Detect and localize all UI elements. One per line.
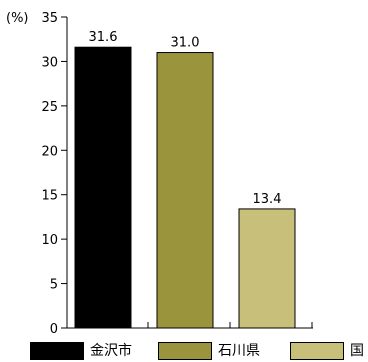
legend-label: 石川県 bbox=[218, 343, 260, 359]
bar-1 bbox=[74, 46, 132, 329]
legend-item: 金沢市 bbox=[30, 342, 150, 360]
x-axis bbox=[66, 322, 313, 329]
y-tick-label: 35 bbox=[41, 11, 58, 26]
y-tick-label: 20 bbox=[41, 144, 58, 159]
bar-3 bbox=[238, 208, 296, 329]
y-tick-label: 25 bbox=[41, 100, 58, 115]
legend-item: 石川県 bbox=[158, 342, 278, 360]
y-tick-label: 5 bbox=[50, 278, 58, 293]
legend-swatch bbox=[30, 342, 84, 360]
y-axis: 0 5 10 15 20 25 30 35 bbox=[41, 11, 68, 337]
bars: 31.6 31.0 13.4 bbox=[74, 30, 296, 329]
bar-value-label: 31.0 bbox=[171, 36, 200, 51]
bar-2 bbox=[156, 52, 214, 329]
y-tick-label: 10 bbox=[41, 233, 58, 248]
legend-label: 金沢市 bbox=[90, 343, 132, 359]
legend-label: 国 bbox=[350, 343, 364, 359]
bar-value-label: 13.4 bbox=[253, 192, 282, 207]
legend-item: 国 bbox=[290, 342, 366, 360]
legend-swatch bbox=[158, 342, 212, 360]
bar-value-label: 31.6 bbox=[89, 30, 118, 45]
y-axis-unit-label: (%) bbox=[6, 11, 29, 26]
y-tick-label: 30 bbox=[41, 55, 58, 70]
y-tick-label: 0 bbox=[50, 322, 58, 337]
bar-chart: (%) 0 5 10 15 20 25 30 35 31.6 31.0 13.4 bbox=[6, 11, 313, 337]
y-tick-label: 15 bbox=[41, 189, 58, 204]
legend-swatch bbox=[290, 342, 344, 360]
